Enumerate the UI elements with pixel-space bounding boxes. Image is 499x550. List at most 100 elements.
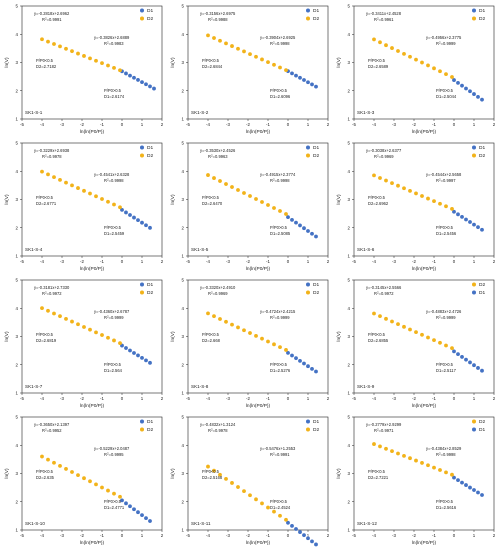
x-tick-label: 1 bbox=[141, 533, 144, 538]
legend-label: D2 bbox=[479, 16, 485, 22]
data-point-d1 bbox=[476, 490, 480, 495]
data-point-d2 bbox=[248, 194, 252, 198]
data-point-d1 bbox=[290, 217, 294, 222]
data-point-d2 bbox=[100, 61, 104, 66]
x-tick-label: -3 bbox=[226, 533, 230, 538]
data-point-d2 bbox=[236, 485, 240, 489]
value-d1: D1=2.5459 bbox=[104, 231, 125, 236]
data-point-d2 bbox=[118, 68, 122, 73]
data-point-d2 bbox=[408, 54, 412, 59]
fit-r2-d2: R2=0.9988 bbox=[208, 17, 228, 22]
data-point-d1 bbox=[452, 78, 456, 82]
x-axis-label: ln(ln(P0/P)) bbox=[412, 403, 437, 409]
data-point-d1 bbox=[460, 215, 464, 219]
series-d2 bbox=[372, 37, 454, 79]
fit-r2-d2: R2=0.9978 bbox=[208, 428, 228, 433]
data-point-d2 bbox=[64, 467, 68, 471]
data-point-d2 bbox=[236, 188, 240, 192]
y-tick-label: 4 bbox=[16, 443, 19, 448]
data-point-d2 bbox=[242, 49, 246, 54]
x-tick-label: -4 bbox=[206, 122, 210, 127]
panel-sk1-s-7: -5 -4 -3 -2 -1 0 1 2 1 2 3 4 5 ln(ln(P0/P)) ln(V) D1 D2 y… bbox=[0, 274, 166, 410]
data-point-d2 bbox=[272, 62, 276, 67]
data-point-d1 bbox=[144, 82, 148, 87]
x-tick-label: 1 bbox=[473, 396, 476, 401]
data-point-d1 bbox=[124, 346, 128, 350]
data-point-d1 bbox=[152, 86, 156, 91]
scatter-plot: -5 -4 -3 -2 -1 0 1 2 1 2 3 4 5 ln(ln(P0/P)) ln(V) D1 D2 y… bbox=[336, 141, 496, 273]
x-tick-label: -4 bbox=[372, 259, 376, 264]
data-point-d2 bbox=[444, 470, 448, 475]
condition-d1: P/P0>0.5 bbox=[104, 362, 122, 367]
y-tick-label: 4 bbox=[348, 169, 351, 174]
plot-area bbox=[353, 279, 495, 394]
fit-equation-d1: y=-0.3904x+2.6925 bbox=[260, 35, 296, 40]
data-point-d2 bbox=[224, 319, 228, 324]
x-tick-label: 2 bbox=[493, 259, 496, 264]
data-point-d1 bbox=[460, 355, 464, 359]
condition-d1: P/P0>0.5 bbox=[104, 225, 122, 230]
data-point-d2 bbox=[236, 325, 240, 330]
plot-area bbox=[21, 142, 163, 257]
y-tick-label: 5 bbox=[16, 278, 19, 283]
x-axis-label: ln(ln(P0/P)) bbox=[80, 403, 105, 409]
y-tick-label: 3 bbox=[182, 197, 185, 202]
x-tick-label: 1 bbox=[473, 122, 476, 127]
fit-r2-d1: R2=0.9999 bbox=[270, 315, 290, 320]
x-tick-label: 1 bbox=[307, 533, 310, 538]
legend-marker bbox=[306, 16, 310, 21]
data-point-d2 bbox=[284, 68, 288, 73]
data-point-d1 bbox=[140, 220, 144, 225]
data-point-d2 bbox=[40, 37, 44, 42]
data-point-d2 bbox=[260, 200, 264, 204]
legend-label: D2 bbox=[313, 290, 319, 296]
value-d2: D2=2.6819 bbox=[36, 338, 57, 343]
condition-d2: P/P0<0.5 bbox=[368, 58, 386, 63]
fit-r2-d1: R2=0.9999 bbox=[436, 41, 456, 46]
panel-label: SK1-S-7 bbox=[25, 384, 43, 389]
data-point-d1 bbox=[128, 213, 132, 217]
condition-d1: P/P0>0.5 bbox=[270, 499, 288, 504]
data-point-d2 bbox=[272, 342, 276, 347]
data-point-d2 bbox=[408, 188, 412, 193]
x-tick-label: -2 bbox=[80, 122, 84, 127]
panel-label: SK1-S-8 bbox=[191, 384, 209, 389]
data-point-d2 bbox=[106, 335, 110, 340]
fit-r2-d1: R2=0.9998 bbox=[270, 41, 290, 46]
y-tick-label: 5 bbox=[182, 141, 185, 146]
x-tick-label: -2 bbox=[412, 533, 416, 538]
y-tick-label: 2 bbox=[16, 88, 19, 93]
legend-label: D2 bbox=[479, 153, 485, 159]
data-point-d1 bbox=[132, 75, 136, 80]
data-point-d1 bbox=[132, 507, 136, 512]
data-point-d2 bbox=[414, 57, 418, 62]
data-point-d1 bbox=[148, 519, 152, 523]
data-point-d2 bbox=[266, 505, 270, 510]
fit-equation-d1: y=-0.4883x+2.4726 bbox=[426, 309, 462, 314]
x-tick-label: 0 bbox=[121, 122, 124, 127]
x-tick-label: -4 bbox=[372, 533, 376, 538]
data-point-d1 bbox=[456, 80, 460, 85]
legend-marker bbox=[472, 282, 476, 287]
value-d1: D1=2.5044 bbox=[436, 94, 457, 99]
x-tick-label: 1 bbox=[307, 396, 310, 401]
y-tick-label: 1 bbox=[16, 117, 19, 122]
data-point-d2 bbox=[100, 485, 104, 490]
fit-r2-d1: R2=0.9998 bbox=[104, 178, 124, 183]
x-tick-label: -3 bbox=[392, 533, 396, 538]
data-point-d2 bbox=[432, 199, 436, 204]
data-point-d1 bbox=[452, 349, 456, 354]
data-point-d2 bbox=[52, 42, 56, 46]
x-tick-label: -3 bbox=[60, 122, 64, 127]
y-tick-label: 5 bbox=[182, 4, 185, 9]
fit-equation-d1: y=-0.4544x+2.5658 bbox=[426, 172, 462, 177]
data-point-d1 bbox=[140, 513, 144, 518]
data-point-d1 bbox=[124, 501, 128, 506]
y-tick-label: 1 bbox=[348, 117, 351, 122]
y-tick-label: 1 bbox=[348, 391, 351, 396]
legend-marker bbox=[472, 427, 476, 432]
y-tick-label: 1 bbox=[16, 391, 19, 396]
scatter-plot: -5 -4 -3 -2 -1 0 1 2 1 2 3 4 5 ln(ln(P0/P)) ln(V) D2 D1 y… bbox=[336, 415, 496, 547]
fit-equation-d2: y=-0.3650x+2.1397 bbox=[34, 422, 70, 427]
